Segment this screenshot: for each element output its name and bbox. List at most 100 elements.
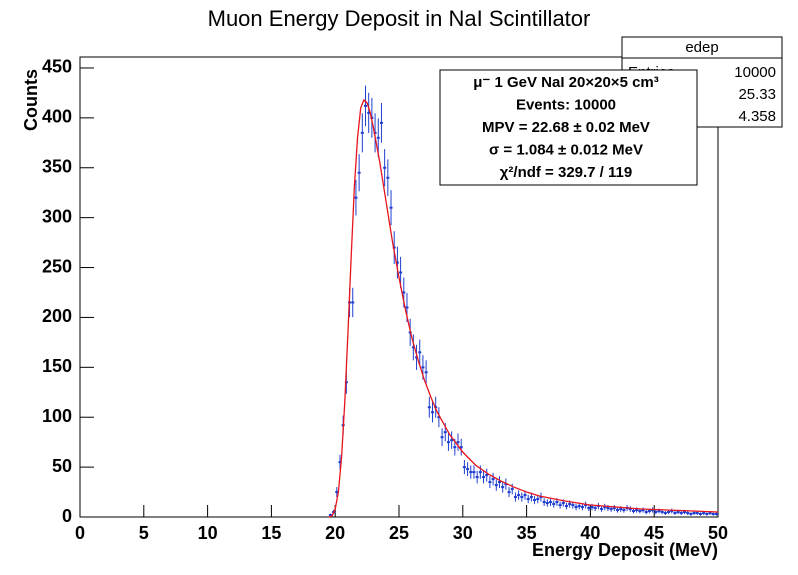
data-point [389, 206, 393, 209]
annotation-box [439, 69, 698, 186]
y-tick-label: 250 [42, 256, 72, 276]
data-point [641, 509, 645, 512]
data-point [466, 468, 470, 471]
data-point [622, 509, 626, 512]
data-point [555, 501, 559, 504]
data-point [695, 512, 699, 515]
data-point [584, 504, 588, 507]
data-point [580, 506, 584, 509]
data-point [504, 483, 508, 486]
data-point [676, 511, 680, 514]
data-point [644, 511, 648, 514]
data-point [587, 507, 591, 510]
data-point [702, 512, 706, 515]
data-point [705, 513, 709, 516]
data-point [549, 501, 553, 504]
data-point [609, 508, 613, 511]
data-point [600, 508, 604, 511]
stats-value: 4.358 [738, 108, 776, 125]
data-point [667, 511, 671, 514]
data-point [475, 476, 479, 479]
x-tick-label: 20 [325, 523, 345, 543]
annotation-line: MPV = 22.68 ± 0.02 MeV [482, 119, 650, 136]
data-point [523, 494, 527, 497]
data-point [616, 509, 620, 512]
data-point [459, 446, 463, 449]
data-point [692, 512, 696, 515]
data-point [593, 507, 597, 510]
data-point [686, 512, 690, 515]
y-tick-label: 100 [42, 406, 72, 426]
y-tick-label: 450 [42, 57, 72, 77]
x-tick-label: 30 [453, 523, 473, 543]
data-point [638, 510, 642, 513]
data-point [395, 261, 399, 264]
data-point [411, 346, 415, 349]
x-tick-label: 50 [708, 523, 728, 543]
data-point [542, 501, 546, 504]
y-tick-label: 200 [42, 306, 72, 326]
data-point [673, 512, 677, 515]
data-point [647, 510, 651, 513]
data-point [501, 486, 505, 489]
stats-title: edep [685, 39, 718, 56]
data-point [631, 510, 635, 513]
data-point [708, 512, 712, 515]
data-point [545, 502, 549, 505]
data-point [683, 511, 687, 514]
x-tick-label: 40 [580, 523, 600, 543]
x-tick-label: 15 [261, 523, 281, 543]
data-point [539, 496, 543, 499]
data-point [373, 131, 377, 134]
data-point [386, 176, 390, 179]
data-point [491, 478, 495, 481]
data-point [698, 513, 702, 516]
data-point [497, 481, 501, 484]
data-point [574, 506, 578, 509]
data-point [392, 246, 396, 249]
data-point [552, 503, 556, 506]
data-point [399, 271, 403, 274]
data-point [472, 471, 476, 474]
data-point [367, 111, 371, 114]
chart-title: Muon Energy Deposit in NaI Scintillator [208, 6, 591, 31]
stats-value: 25.33 [738, 86, 776, 103]
data-point [628, 508, 632, 511]
data-point [478, 471, 482, 474]
data-point [450, 439, 454, 442]
data-point [440, 436, 444, 439]
data-point [714, 513, 718, 516]
data-point [456, 441, 460, 444]
data-point [635, 509, 639, 512]
data-point [427, 406, 431, 409]
y-tick-label: 400 [42, 107, 72, 127]
x-tick-label: 10 [198, 523, 218, 543]
x-tick-label: 35 [517, 523, 537, 543]
y-axis-label: Counts [21, 69, 41, 131]
data-point [402, 291, 406, 294]
data-point [379, 121, 383, 124]
data-point [338, 461, 342, 464]
data-point [577, 505, 581, 508]
data-point [654, 511, 658, 514]
data-point [660, 511, 664, 514]
data-point [670, 510, 674, 513]
data-point [561, 502, 565, 505]
data-point [469, 471, 473, 474]
data-point [383, 166, 387, 169]
data-point [437, 416, 441, 419]
data-point [657, 510, 661, 513]
data-point [430, 411, 434, 414]
data-point [351, 301, 355, 304]
data-point [536, 498, 540, 501]
data-point [357, 171, 361, 174]
data-point [533, 499, 537, 502]
data-point [679, 512, 683, 515]
x-tick-label: 5 [139, 523, 149, 543]
data-point [443, 431, 447, 434]
data-point [488, 481, 492, 484]
x-tick-label: 45 [644, 523, 664, 543]
x-tick-label: 25 [389, 523, 409, 543]
